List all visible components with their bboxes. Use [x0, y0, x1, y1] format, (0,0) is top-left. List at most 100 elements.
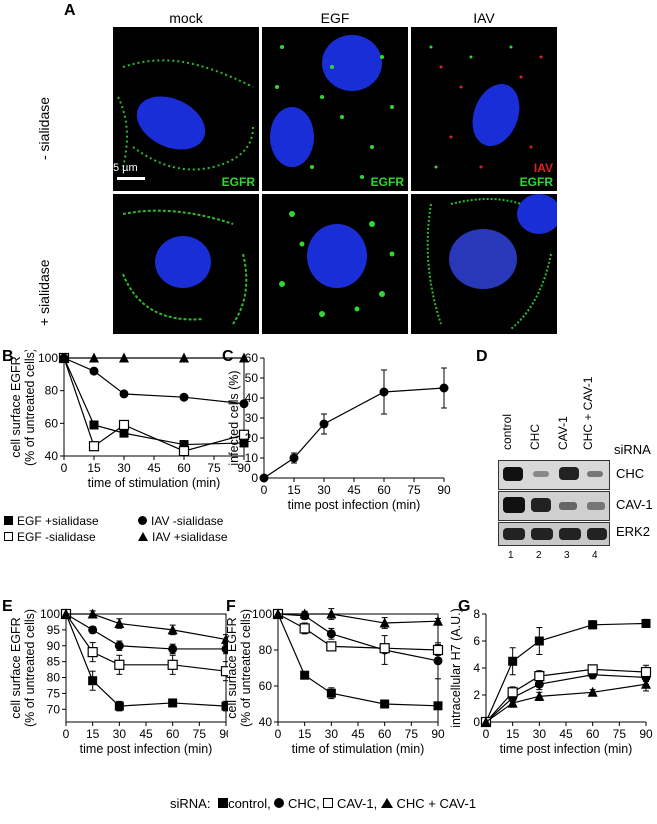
lane-number-2: 2 [536, 550, 542, 561]
data-point [221, 644, 228, 654]
data-point [114, 701, 124, 711]
chart-b: 0 15 30 45 60 75 90 40 60 80 100 time of stimulatio… [9, 350, 251, 490]
blot-row-cav1 [498, 491, 610, 521]
data-point [178, 445, 190, 457]
data-point [507, 697, 518, 708]
lane-label-cav1: CAV-1 [556, 416, 570, 450]
lane-number-4: 4 [592, 550, 598, 561]
triangle-filled-icon [380, 798, 393, 808]
series-chc [273, 609, 443, 680]
data-point [119, 352, 129, 363]
data-point [239, 438, 249, 448]
panel-b-letter: B [2, 348, 14, 365]
column-label-iav: IAV [473, 10, 495, 26]
x-tick-label: 15 [86, 727, 100, 741]
y-tick-label: 80 [259, 643, 273, 657]
y-tick-label: 80 [47, 671, 61, 685]
micrograph-mock-minus: 5 µm EGFR [113, 27, 259, 191]
data-point [239, 352, 249, 363]
series-cav-1 [272, 608, 444, 656]
y-tick-label: 0 [473, 715, 480, 729]
y-tick-label: 60 [45, 416, 59, 430]
lane-label-chc: CHC [528, 424, 542, 450]
data-point [433, 701, 443, 711]
data-point [273, 608, 283, 619]
data-point [88, 625, 98, 635]
data-point [88, 441, 100, 452]
x-tick-label: 30 [113, 727, 127, 741]
x-axis-label: time post infection (min) [80, 742, 213, 756]
bottom-legend-cav: CAV-1, [337, 796, 378, 811]
x-tick-label: 15 [298, 727, 312, 741]
y-tick-label: 20 [245, 431, 259, 445]
x-tick-label: 15 [287, 483, 301, 497]
column-label-mock: mock [169, 10, 203, 26]
series-line [63, 357, 245, 405]
data-point [239, 399, 249, 409]
y-axis-label: (% of untreated cells) [23, 609, 37, 727]
lane-number-3: 3 [564, 550, 570, 561]
x-tick-label: 45 [347, 483, 361, 497]
series-data [259, 367, 449, 483]
x-tick-label: 15 [87, 461, 101, 475]
data-point [587, 686, 598, 697]
data-point [114, 618, 125, 629]
x-axis-label: time post infection (min) [500, 742, 633, 756]
bottom-legend-both: CHC + CAV-1 [396, 796, 477, 811]
x-tick-label: 30 [317, 483, 331, 497]
series-line [263, 387, 445, 479]
circle-filled-icon [274, 798, 285, 808]
circle-filled-icon [138, 516, 147, 525]
square-open-icon [323, 798, 334, 808]
data-point [326, 608, 337, 619]
data-point [179, 392, 189, 402]
data-point [167, 624, 178, 635]
data-point [326, 688, 336, 698]
micrograph-mock-plus [113, 194, 259, 334]
data-point [641, 678, 651, 689]
legend-b-iav-plus: IAV +sialidase [138, 530, 228, 544]
series-cav-1 [60, 608, 228, 682]
square-filled-icon [218, 798, 229, 808]
series-chc-cav-1 [273, 608, 443, 629]
panel-e-letter: E [2, 598, 13, 615]
x-tick-label: 30 [325, 727, 339, 741]
data-point [87, 608, 98, 619]
data-point [179, 352, 189, 363]
y-axis-label: cell surface EGFR [9, 356, 23, 457]
x-tick-label: 0 [483, 727, 490, 741]
bottom-legend-control: control, [228, 796, 271, 811]
row-label-minus-sialidase: - sialidase [36, 96, 52, 160]
data-point [439, 383, 449, 393]
data-point [641, 618, 651, 628]
data-point [89, 352, 99, 363]
column-label-egf: EGF [320, 10, 350, 26]
x-tick-label: 0 [63, 727, 70, 741]
data-point [61, 608, 71, 619]
x-tick-label: 45 [139, 727, 153, 741]
x-tick-label: 90 [437, 483, 451, 497]
y-tick-label: 6 [473, 634, 480, 648]
micrograph-egf-plus [262, 194, 408, 334]
y-axis-label: cell surface EGFR [225, 617, 239, 718]
x-tick-label: 30 [117, 461, 131, 475]
data-point [168, 644, 178, 654]
series-chc-cav-1 [481, 676, 651, 727]
data-point [534, 636, 544, 646]
data-point [114, 659, 125, 670]
micrograph-iav-plus [411, 194, 557, 334]
y-tick-label: 50 [245, 371, 259, 385]
data-point [640, 666, 652, 678]
data-point [534, 690, 545, 701]
triangle-filled-icon [138, 532, 148, 541]
x-tick-label: 60 [166, 727, 180, 741]
y-tick-label: 8 [473, 607, 480, 621]
data-point [119, 389, 129, 399]
egfr-tag: EGFR [221, 175, 255, 189]
x-tick-label: 75 [613, 727, 627, 741]
x-tick-label: 60 [378, 727, 392, 741]
y-axis-label: intracellular H7 (A.U.) [449, 608, 463, 727]
y-tick-label: 80 [45, 384, 59, 398]
lane-number-1: 1 [508, 550, 514, 561]
series-control [273, 609, 443, 711]
